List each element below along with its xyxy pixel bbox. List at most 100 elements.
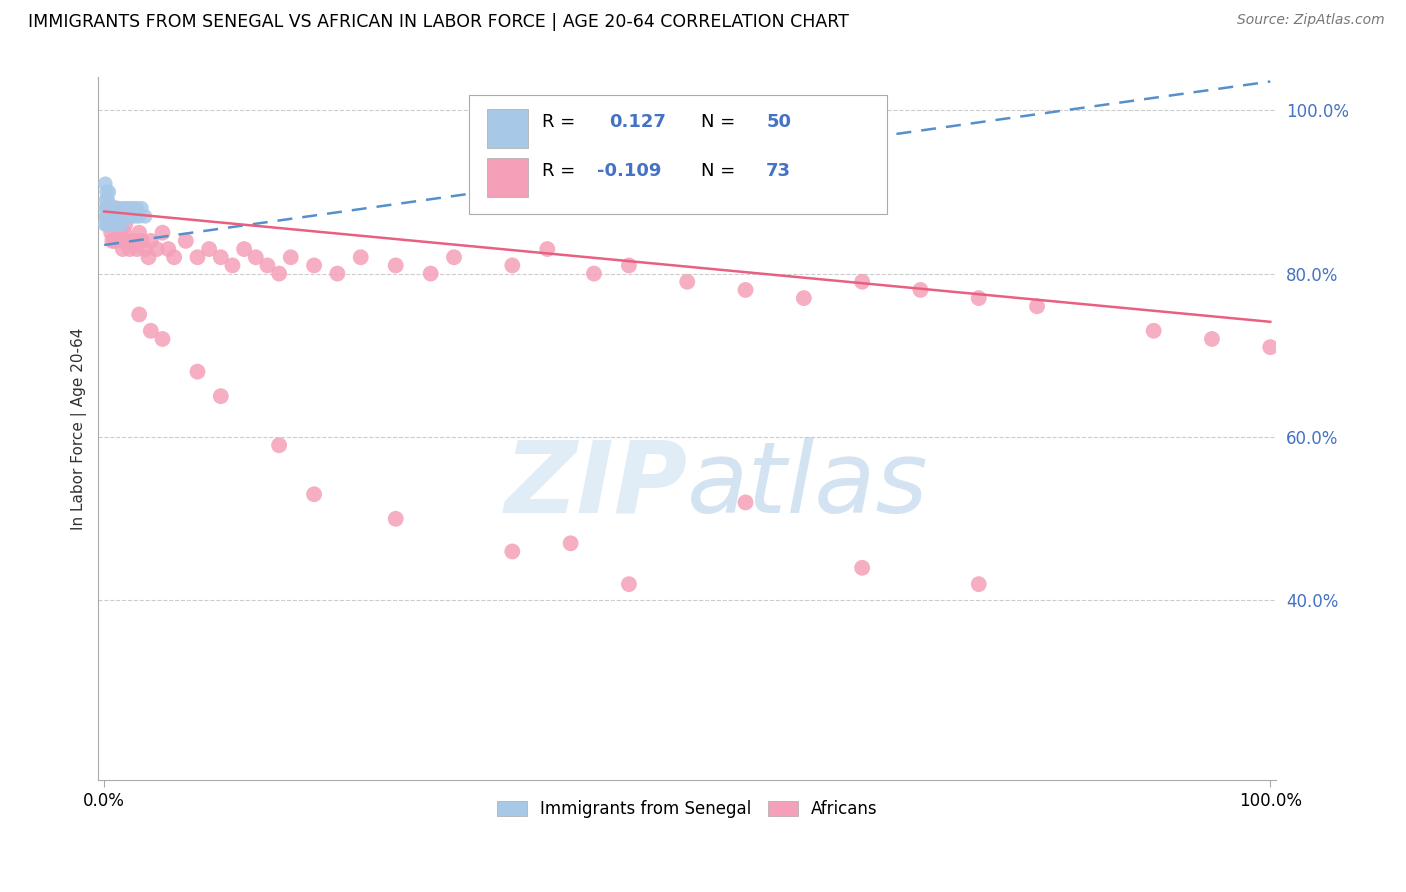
Point	[1201, 332, 1223, 346]
Point	[108, 201, 131, 215]
Point	[122, 234, 145, 248]
Legend: Immigrants from Senegal, Africans: Immigrants from Senegal, Africans	[489, 793, 884, 825]
Point	[98, 201, 121, 215]
Point	[128, 226, 150, 240]
FancyBboxPatch shape	[486, 158, 529, 197]
Text: Source: ZipAtlas.com: Source: ZipAtlas.com	[1237, 13, 1385, 28]
Point	[111, 218, 134, 232]
Point	[910, 283, 932, 297]
Text: R =: R =	[543, 162, 581, 180]
Point	[419, 267, 441, 281]
Point	[100, 210, 122, 224]
Point	[384, 259, 406, 273]
Point	[851, 561, 873, 575]
Point	[302, 259, 325, 273]
Point	[104, 234, 127, 248]
Point	[209, 250, 232, 264]
Text: R =: R =	[543, 112, 581, 131]
Point	[112, 226, 135, 240]
Point	[967, 577, 990, 591]
Point	[1026, 299, 1049, 313]
Point	[209, 389, 232, 403]
Point	[302, 487, 325, 501]
Point	[734, 283, 756, 297]
Point	[256, 259, 278, 273]
Point	[98, 218, 121, 232]
Point	[128, 210, 150, 224]
Point	[115, 201, 138, 215]
Point	[97, 218, 120, 232]
Point	[582, 267, 605, 281]
Point	[111, 234, 134, 248]
Point	[384, 512, 406, 526]
Text: ZIP: ZIP	[505, 436, 688, 533]
Point	[97, 201, 120, 215]
Point	[198, 242, 221, 256]
Point	[98, 201, 121, 215]
Point	[125, 201, 148, 215]
Point	[174, 234, 197, 248]
Point	[186, 250, 208, 264]
Point	[114, 218, 136, 232]
Point	[793, 291, 815, 305]
Point	[122, 201, 145, 215]
Point	[269, 438, 291, 452]
Point	[186, 365, 208, 379]
Point	[97, 201, 120, 215]
Point	[280, 250, 302, 264]
Point	[105, 201, 128, 215]
Point	[96, 218, 118, 232]
Point	[101, 234, 124, 248]
Point	[101, 210, 124, 224]
Point	[110, 210, 132, 224]
Point	[221, 259, 243, 273]
Point	[245, 250, 267, 264]
Point	[118, 210, 141, 224]
Point	[118, 201, 141, 215]
Point	[967, 291, 990, 305]
Point	[134, 242, 156, 256]
Point	[112, 201, 135, 215]
Point	[501, 259, 523, 273]
FancyBboxPatch shape	[470, 95, 887, 214]
Point	[96, 201, 118, 215]
Point	[100, 218, 122, 232]
Point	[94, 218, 117, 232]
FancyBboxPatch shape	[486, 109, 529, 148]
Point	[104, 210, 127, 224]
Point	[94, 193, 117, 207]
Point	[152, 332, 174, 346]
Point	[100, 201, 122, 215]
Point	[107, 218, 129, 232]
Point	[101, 201, 124, 215]
Point	[1143, 324, 1166, 338]
Point	[100, 210, 122, 224]
Point	[145, 242, 167, 256]
Point	[163, 250, 186, 264]
Point	[676, 275, 699, 289]
Point	[103, 218, 125, 232]
Point	[269, 267, 291, 281]
Text: IMMIGRANTS FROM SENEGAL VS AFRICAN IN LABOR FORCE | AGE 20-64 CORRELATION CHART: IMMIGRANTS FROM SENEGAL VS AFRICAN IN LA…	[28, 13, 849, 31]
Point	[104, 210, 127, 224]
Point	[104, 218, 127, 232]
Point	[100, 226, 122, 240]
Point	[131, 234, 153, 248]
Point	[734, 495, 756, 509]
Point	[97, 210, 120, 224]
Point	[96, 210, 118, 224]
Y-axis label: In Labor Force | Age 20-64: In Labor Force | Age 20-64	[72, 327, 87, 530]
Point	[103, 218, 125, 232]
Point	[134, 210, 156, 224]
Point	[128, 308, 150, 322]
Text: atlas: atlas	[688, 436, 929, 533]
Point	[121, 210, 143, 224]
Point	[104, 201, 127, 215]
Point	[101, 218, 124, 232]
Point	[443, 250, 465, 264]
Point	[103, 210, 125, 224]
Point	[350, 250, 373, 264]
Point	[1258, 340, 1281, 354]
Point	[94, 177, 117, 191]
Point	[501, 544, 523, 558]
